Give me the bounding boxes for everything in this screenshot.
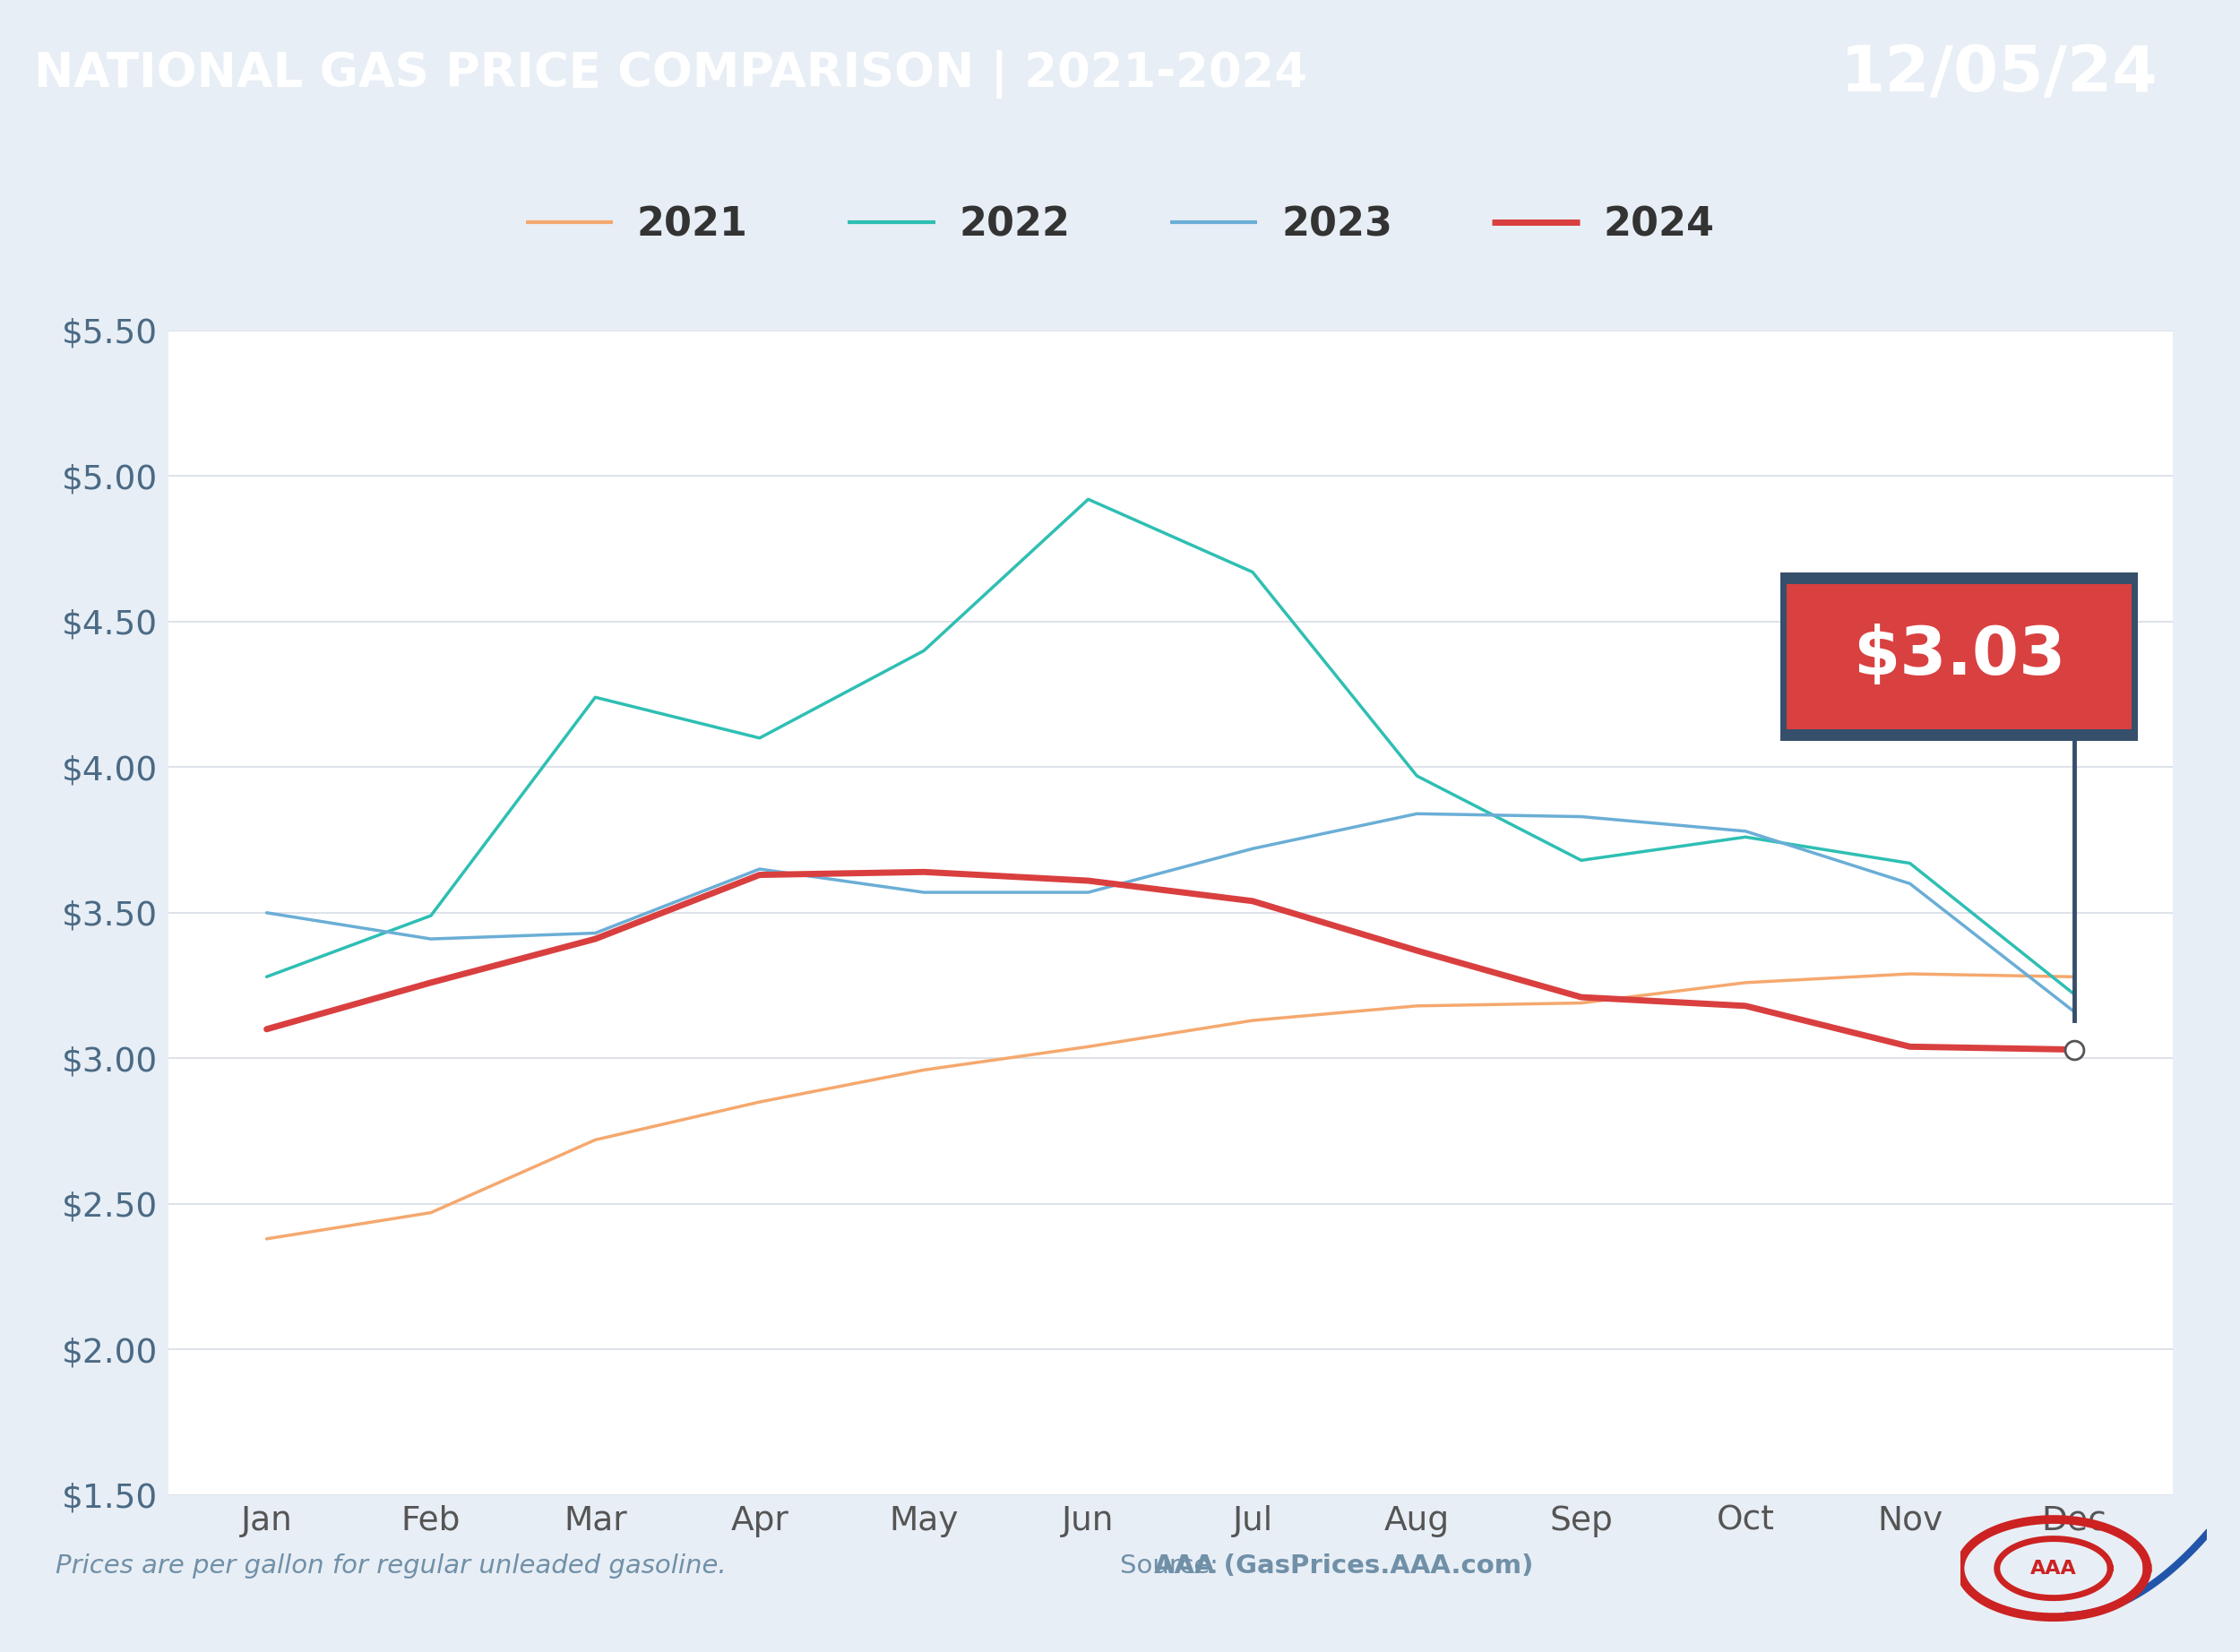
Text: 12/05/24: 12/05/24	[1841, 43, 2157, 106]
Text: $3.03: $3.03	[1852, 624, 2065, 689]
Text: NATIONAL GAS PRICE COMPARISON | 2021-2024: NATIONAL GAS PRICE COMPARISON | 2021-202…	[34, 50, 1306, 99]
FancyBboxPatch shape	[1788, 583, 2132, 729]
Text: AAA: AAA	[2029, 1559, 2076, 1578]
FancyBboxPatch shape	[1781, 572, 2139, 742]
Text: Prices are per gallon for regular unleaded gasoline.: Prices are per gallon for regular unlead…	[56, 1553, 726, 1578]
Legend: 2021, 2022, 2023, 2024: 2021, 2022, 2023, 2024	[508, 190, 1732, 261]
Text: Source:: Source:	[1120, 1553, 1228, 1578]
Text: AAA (GasPrices.AAA.com): AAA (GasPrices.AAA.com)	[1154, 1553, 1532, 1578]
